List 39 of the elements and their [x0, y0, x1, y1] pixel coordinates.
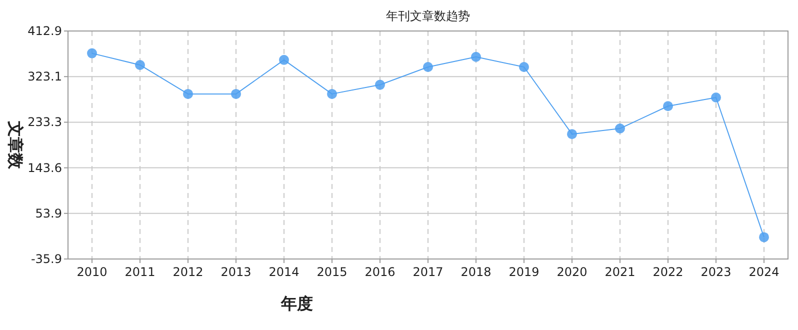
x-tick-label: 2023: [700, 265, 732, 279]
point: [327, 88, 337, 99]
y-tick-label: 143.6: [28, 160, 62, 175]
x-tick-label: 2015: [316, 265, 348, 279]
y-tick-label: 53.9: [35, 206, 62, 220]
chart-title: 年刊文章数趋势: [386, 9, 470, 23]
y-tick-label: 233.3: [28, 115, 62, 130]
x-tick-label: 2017: [412, 265, 444, 279]
x-tick-label: 2021: [604, 265, 636, 279]
x-tick-label: 2011: [124, 265, 156, 279]
point: [375, 80, 385, 90]
y-tick-label: -35.9: [30, 252, 62, 266]
point: [87, 48, 97, 58]
x-tick-label: 2022: [652, 265, 684, 279]
x-tick-label: 2018: [460, 265, 492, 279]
x-tick-label: 2024: [748, 265, 780, 279]
point: [711, 92, 721, 102]
x-tick-label: 2016: [364, 265, 396, 279]
point: [423, 62, 433, 72]
y-tick-label: 412.9: [28, 24, 62, 38]
point: [567, 129, 577, 140]
point: [471, 52, 481, 62]
x-tick-label: 2012: [172, 265, 204, 279]
point: [279, 54, 289, 65]
y-tick-label: 323.1: [28, 70, 62, 84]
point: [663, 101, 673, 112]
point: [183, 88, 193, 99]
x-tick-label: 2020: [556, 265, 588, 279]
y-axis-title: 文章数: [6, 120, 25, 170]
point: [759, 232, 769, 242]
x-axis-title: 年度: [280, 294, 313, 313]
x-tick-label: 2010: [76, 265, 108, 279]
x-tick-label: 2013: [220, 265, 252, 279]
point: [615, 123, 625, 134]
point: [519, 62, 529, 72]
x-tick-label: 2014: [268, 265, 300, 279]
point: [231, 88, 241, 99]
x-tick-label: 2019: [508, 265, 540, 279]
point: [135, 60, 145, 70]
